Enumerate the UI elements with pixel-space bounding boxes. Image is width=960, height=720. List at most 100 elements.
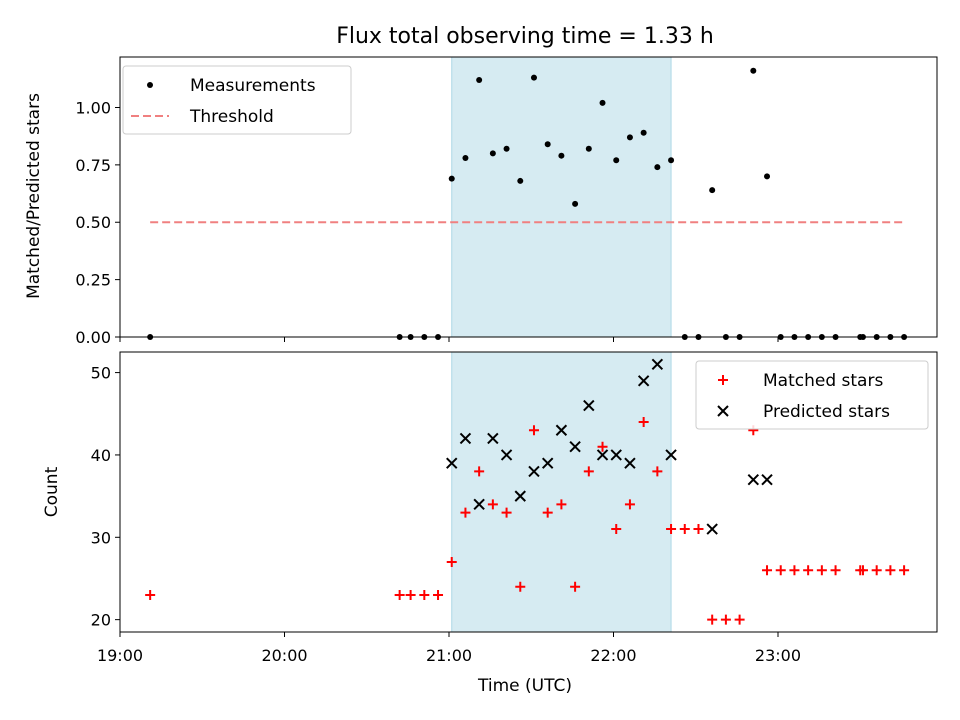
data-point <box>556 499 567 510</box>
bottom-x-tick-label: 21:00 <box>426 646 472 665</box>
data-point <box>666 524 677 535</box>
bottom-x-axis-label: Time (UTC) <box>477 676 572 696</box>
data-point <box>899 565 910 576</box>
legend-marker <box>717 405 729 417</box>
data-point <box>734 614 745 625</box>
data-point <box>638 417 649 427</box>
data-point <box>569 440 581 453</box>
data-point <box>596 449 609 461</box>
data-point <box>652 466 663 477</box>
data-point <box>597 441 608 452</box>
data-point <box>668 157 675 164</box>
top-y-tick-label: 0.50 <box>75 213 111 232</box>
bottom-legend: Matched stars Predicted stars <box>695 360 929 430</box>
top-y-tick-label: 0.25 <box>75 271 111 290</box>
bottom-y-tick-label: 20 <box>91 611 111 630</box>
top-chart-title: Flux total observing time = 1.33 h <box>336 24 714 49</box>
data-point <box>720 614 731 625</box>
data-point <box>530 74 537 81</box>
data-point <box>857 565 868 576</box>
data-point <box>626 134 633 141</box>
data-point <box>473 498 485 511</box>
data-point <box>460 507 471 518</box>
data-point <box>405 589 416 600</box>
data-point <box>500 449 513 461</box>
data-point <box>654 164 661 171</box>
data-point <box>775 565 786 576</box>
bottom-legend-box <box>695 360 929 430</box>
data-point <box>541 457 554 469</box>
data-point <box>446 457 458 469</box>
data-point <box>572 200 579 207</box>
data-point <box>707 614 718 625</box>
top-y-tick-label: 1.00 <box>75 98 111 117</box>
bottom-x-tick-label: 23:00 <box>755 646 801 665</box>
data-point <box>789 565 800 576</box>
data-point <box>599 99 606 106</box>
data-point <box>709 187 716 194</box>
data-point <box>476 76 483 83</box>
data-point <box>544 141 551 148</box>
data-point <box>487 499 498 510</box>
top-legend-box <box>122 65 352 135</box>
top-y-axis-label: Matched/Predicted stars <box>24 93 44 299</box>
data-point <box>764 173 771 180</box>
top-y-tick-label: 0.00 <box>75 328 111 347</box>
data-point <box>871 565 882 576</box>
top-axes-frame <box>119 56 938 338</box>
data-point <box>489 150 496 157</box>
data-point <box>665 449 677 461</box>
data-point <box>761 473 773 486</box>
data-point <box>503 145 510 152</box>
data-point <box>514 490 526 502</box>
legend-entry-label: Predicted stars <box>763 402 890 422</box>
bottom-series-1 <box>145 417 910 625</box>
legend-entry-label: Threshold <box>189 107 274 127</box>
top-y-tick-label: 0.75 <box>75 156 111 175</box>
data-point <box>394 589 405 600</box>
bottom-x-tick-label: 20:00 <box>261 646 307 665</box>
data-point <box>640 129 647 136</box>
data-point <box>570 581 581 592</box>
data-point <box>803 565 814 576</box>
data-point <box>555 424 568 436</box>
legend-entry-label: Measurements <box>190 76 316 96</box>
top-legend: Measurements Threshold <box>122 65 352 135</box>
bottom-x-tick-label: 22:00 <box>590 646 636 665</box>
data-point <box>583 399 595 412</box>
data-point <box>517 177 524 184</box>
data-point <box>830 565 841 576</box>
data-point <box>747 473 760 486</box>
data-point <box>816 565 827 576</box>
bottom-y-axis-label: Count <box>42 466 62 517</box>
data-point <box>446 557 457 567</box>
data-point <box>462 154 469 161</box>
bottom-y-tick-label: 50 <box>91 364 111 383</box>
data-point <box>624 457 636 469</box>
data-point <box>762 565 773 576</box>
data-point <box>528 465 540 478</box>
data-point <box>750 67 757 74</box>
data-point <box>542 507 553 518</box>
data-point <box>459 432 472 445</box>
data-point <box>679 524 690 535</box>
data-point <box>585 145 592 152</box>
bottom-y-tick-label: 30 <box>91 528 111 547</box>
legend-marker <box>718 375 728 385</box>
data-point <box>583 466 594 477</box>
data-point <box>558 152 565 159</box>
data-point <box>611 524 622 535</box>
data-point <box>145 589 156 600</box>
legend-marker <box>147 82 153 88</box>
bottom-series-2 <box>446 358 773 535</box>
bottom-axes-frame <box>119 351 938 633</box>
data-point <box>624 499 635 510</box>
data-point <box>474 466 485 477</box>
data-point <box>706 523 718 535</box>
data-point <box>448 175 455 182</box>
data-point <box>515 581 526 592</box>
data-point <box>528 425 539 436</box>
top-shaded-interval <box>451 56 672 338</box>
data-point <box>501 507 512 518</box>
